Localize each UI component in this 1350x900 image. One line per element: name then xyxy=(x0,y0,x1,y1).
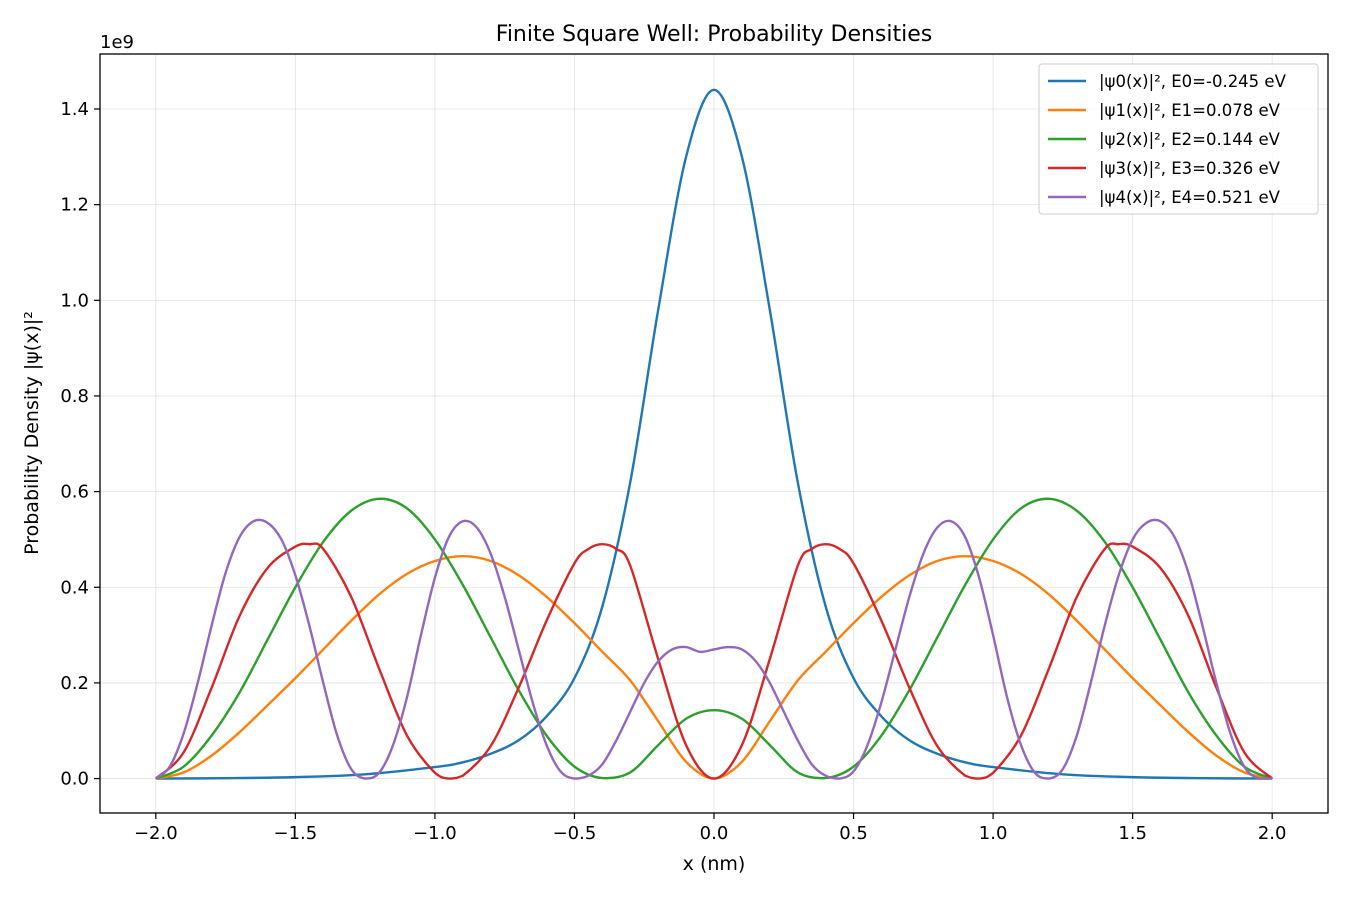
x-tick-label: 1.0 xyxy=(979,823,1008,844)
y-tick-label: 1.4 xyxy=(60,99,89,120)
x-tick-label: 1.5 xyxy=(1118,823,1147,844)
x-tick-label: −1.0 xyxy=(413,823,457,844)
series-line-psi0 xyxy=(155,88,1273,780)
y-tick-label: 0.2 xyxy=(60,673,89,694)
x-tick-label: 0.5 xyxy=(839,823,868,844)
y-tick-label: 0.8 xyxy=(60,386,89,407)
series-lines xyxy=(154,88,1274,780)
y-axis-offset-label: 1e9 xyxy=(100,32,134,53)
series-line-psi3 xyxy=(154,542,1274,780)
series-line-psi4 xyxy=(155,518,1273,780)
legend: |ψ0(x)|², E0=-0.245 eV |ψ1(x)|², E1=0.078… xyxy=(1038,63,1319,215)
y-tick-label: 0.4 xyxy=(60,577,89,598)
legend-label-psi3: |ψ3(x)|², E3=0.326 eV xyxy=(1099,159,1281,178)
x-tick-label: 2.0 xyxy=(1258,823,1287,844)
x-tick-label: −1.5 xyxy=(274,823,318,844)
axis-ticks: −2.0 −1.5 −1.0 −0.5 0.0 0.5 1.0 1.5 2.0 0.0 0.2 0.4… xyxy=(60,99,1286,844)
legend-label-psi1: |ψ1(x)|², E1=0.078 eV xyxy=(1099,101,1281,120)
legend-label-psi2: |ψ2(x)|², E2=0.144 eV xyxy=(1099,130,1281,149)
legend-box xyxy=(1038,63,1319,215)
y-tick-label: 0.6 xyxy=(60,482,89,503)
y-tick-label: 1.2 xyxy=(60,195,89,216)
series-line-psi2 xyxy=(155,497,1273,780)
x-axis-label: x (nm) xyxy=(683,853,746,875)
x-tick-label: −2.0 xyxy=(134,823,178,844)
y-tick-label: 1.0 xyxy=(60,290,89,311)
x-tick-label: 0.0 xyxy=(700,823,729,844)
y-axis-label: Probability Density |ψ(x)|² xyxy=(21,311,43,555)
legend-label-psi0: |ψ0(x)|², E0=-0.245 eV xyxy=(1099,72,1287,91)
chart-title: Finite Square Well: Probability Densitie… xyxy=(496,22,932,47)
y-tick-label: 0.0 xyxy=(60,769,89,790)
legend-label-psi4: |ψ4(x)|², E4=0.521 eV xyxy=(1099,188,1281,207)
x-tick-label: −0.5 xyxy=(553,823,597,844)
